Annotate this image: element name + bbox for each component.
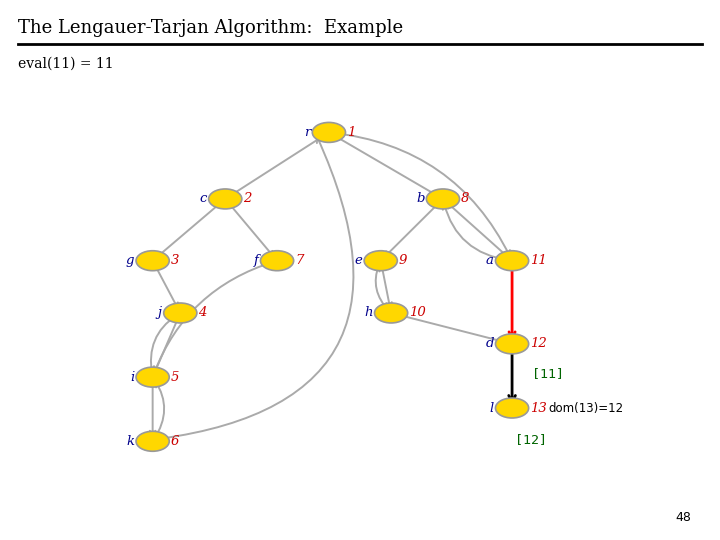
Text: [11]: [11] [532, 367, 564, 380]
Ellipse shape [312, 123, 346, 143]
Text: 2: 2 [243, 192, 252, 205]
Ellipse shape [364, 251, 397, 271]
Text: j: j [158, 307, 162, 320]
Text: 12: 12 [531, 338, 547, 350]
Ellipse shape [495, 334, 528, 354]
Ellipse shape [374, 303, 408, 323]
Text: i: i [130, 370, 135, 383]
Text: l: l [490, 402, 494, 415]
Ellipse shape [136, 431, 169, 451]
Ellipse shape [495, 398, 528, 418]
Text: 3: 3 [171, 254, 179, 267]
Text: 48: 48 [675, 511, 691, 524]
Ellipse shape [426, 189, 459, 209]
Ellipse shape [163, 303, 197, 323]
Text: The Lengauer-Tarjan Algorithm:  Example: The Lengauer-Tarjan Algorithm: Example [18, 19, 403, 37]
Text: dom(13)=12: dom(13)=12 [549, 402, 624, 415]
Text: 11: 11 [531, 254, 547, 267]
Text: [12]: [12] [516, 434, 547, 447]
Text: k: k [127, 435, 135, 448]
Text: e: e [355, 254, 362, 267]
Text: 7: 7 [295, 254, 304, 267]
Ellipse shape [136, 367, 169, 387]
Text: 8: 8 [462, 192, 469, 205]
Text: g: g [126, 254, 135, 267]
Ellipse shape [261, 251, 294, 271]
Text: b: b [416, 192, 425, 205]
Text: 6: 6 [171, 435, 179, 448]
Text: a: a [486, 254, 494, 267]
Ellipse shape [209, 189, 242, 209]
Text: 5: 5 [171, 370, 179, 383]
Ellipse shape [495, 251, 528, 271]
Text: 1: 1 [347, 126, 356, 139]
Text: eval(11) = 11: eval(11) = 11 [18, 57, 114, 71]
Text: r: r [305, 126, 310, 139]
Text: 13: 13 [531, 402, 547, 415]
Ellipse shape [136, 251, 169, 271]
Text: 10: 10 [410, 307, 426, 320]
Text: d: d [485, 338, 494, 350]
Text: h: h [364, 307, 373, 320]
Text: c: c [199, 192, 207, 205]
Text: f: f [254, 254, 258, 267]
Text: 9: 9 [399, 254, 408, 267]
Text: 4: 4 [199, 307, 207, 320]
